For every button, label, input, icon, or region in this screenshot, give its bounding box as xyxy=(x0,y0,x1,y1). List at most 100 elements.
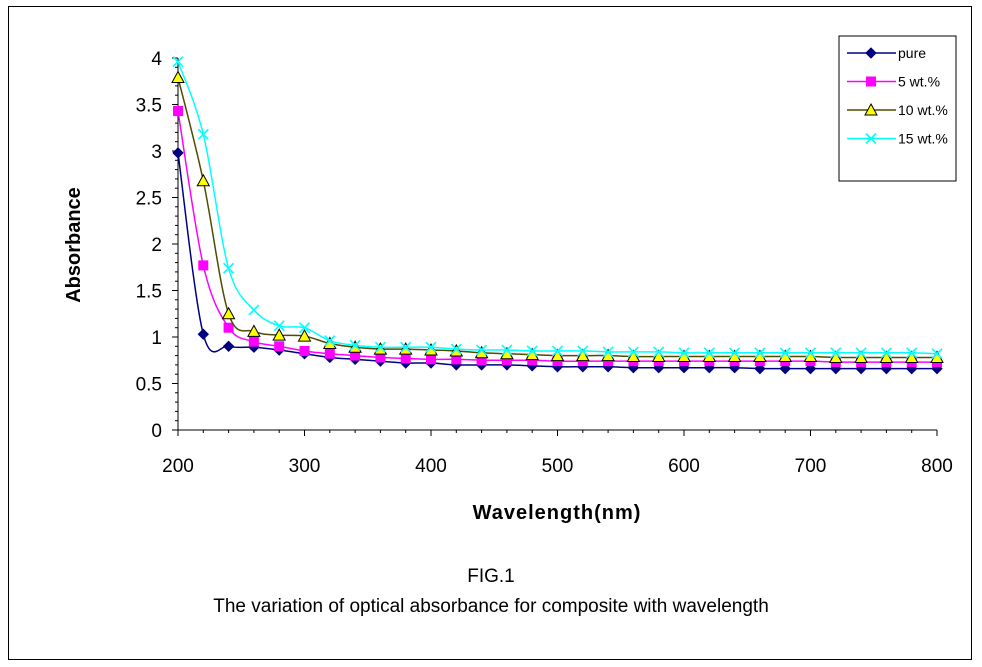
series-2-point xyxy=(651,349,666,363)
series-1-point xyxy=(299,345,310,356)
series-2-point xyxy=(221,306,236,320)
series-3-point xyxy=(172,56,184,68)
legend-label: 15 wt.% xyxy=(898,131,948,147)
series-2-point xyxy=(879,350,894,363)
legend-item: 10 wt.% xyxy=(847,102,948,118)
series-3-point-stroke-b xyxy=(324,335,336,347)
series-2-point xyxy=(626,349,641,363)
y-tick-label: 3.5 xyxy=(136,96,162,117)
legend-label: 5 wt.% xyxy=(898,74,940,90)
series-3-point-stroke-b xyxy=(248,304,260,316)
series-3-point-stroke-b xyxy=(450,343,462,355)
series-0-point xyxy=(222,340,235,353)
series-3-point xyxy=(729,347,741,359)
series-3-point-stroke-b xyxy=(906,347,918,359)
series-3-point-stroke-b xyxy=(400,341,412,353)
series-3-point xyxy=(627,346,639,358)
series-1-point xyxy=(223,322,234,333)
series-3-point xyxy=(754,347,766,359)
series-3-point-stroke-b xyxy=(551,345,564,357)
x-tick-label: 200 xyxy=(162,456,194,477)
legend-item: pure xyxy=(847,45,926,61)
y-axis-title: Absorbance xyxy=(63,187,85,303)
series-3-point xyxy=(703,347,715,359)
series-3-point xyxy=(906,347,918,359)
series-3-point xyxy=(602,346,614,358)
legend-marker xyxy=(866,76,876,87)
series-3-point xyxy=(425,341,437,353)
series-3-point xyxy=(248,304,260,316)
series-1-point xyxy=(198,260,209,271)
series-3-point-stroke-b xyxy=(653,346,665,358)
series-3-point xyxy=(830,347,842,359)
x-axis-title: Wavelength(nm) xyxy=(473,502,642,524)
legend-label: 10 wt.% xyxy=(898,102,948,118)
series-3-point-stroke-b xyxy=(526,345,538,357)
y-tick-label: 3 xyxy=(151,142,162,163)
y-tick-label: 4 xyxy=(151,49,162,70)
series-3-point xyxy=(298,322,311,334)
series-1-point xyxy=(248,336,259,347)
series-3-point xyxy=(374,341,386,353)
legend-marker xyxy=(865,47,877,59)
y-tick-label: 0.5 xyxy=(136,375,162,396)
legend-item: 15 wt.% xyxy=(847,131,948,147)
series-3-point-stroke-b xyxy=(425,341,437,353)
series-3-point-stroke-b xyxy=(223,262,235,274)
x-tick-label: 600 xyxy=(668,456,700,477)
series-1-point xyxy=(426,354,436,365)
series-3-point-stroke-b xyxy=(880,347,892,359)
series-1-point xyxy=(400,353,411,364)
series-3-point xyxy=(450,343,462,355)
series-3-point xyxy=(653,346,665,358)
series-3-point-stroke-b xyxy=(855,347,867,359)
series-2-point xyxy=(575,348,590,362)
series-3-point-stroke-b xyxy=(627,346,639,358)
legend-item: 5 wt.% xyxy=(847,74,940,90)
series-3-point-stroke-b xyxy=(273,320,285,332)
series-2-point xyxy=(854,350,868,363)
series-3-point xyxy=(349,339,361,351)
series-2-line xyxy=(177,77,937,359)
legend-label: pure xyxy=(898,45,926,61)
series-3-point-stroke-b xyxy=(779,347,791,359)
series-3-point xyxy=(804,347,817,359)
series-0-point xyxy=(172,147,184,159)
y-tick-label: 1.5 xyxy=(136,282,162,303)
series-0-line xyxy=(177,152,937,370)
series-3-point-stroke-b xyxy=(298,322,311,334)
series-3-point xyxy=(855,347,867,359)
series-3-point xyxy=(223,262,235,274)
series-3-point-stroke-b xyxy=(602,346,614,358)
series-3-point-stroke-b xyxy=(577,345,589,357)
x-tick-label: 800 xyxy=(921,456,953,477)
series-3-point-stroke-b xyxy=(754,347,766,359)
series-1-point xyxy=(324,348,335,359)
series-2-point xyxy=(297,329,312,342)
series-3-point xyxy=(526,345,538,357)
legend-box xyxy=(838,35,957,182)
series-3-point-stroke-b xyxy=(374,341,386,353)
x-tick-label: 500 xyxy=(542,456,574,477)
series-2-point xyxy=(272,328,287,341)
y-tick-label: 0 xyxy=(151,421,162,442)
series-2-point xyxy=(196,173,211,187)
series-3-point xyxy=(400,341,412,353)
series-2-point xyxy=(550,348,565,362)
series-2-point xyxy=(904,350,919,363)
series-3-point-stroke-b xyxy=(804,347,817,359)
series-2-point xyxy=(171,70,185,84)
figure-label: FIG.1 xyxy=(467,566,515,587)
figure-frame xyxy=(8,6,972,660)
series-3-point xyxy=(551,345,564,357)
x-tick-label: 300 xyxy=(289,456,321,477)
series-2-point xyxy=(828,350,843,363)
y-tick-label: 1 xyxy=(151,328,162,349)
series-3-point-stroke-b xyxy=(476,344,488,356)
series-0-point xyxy=(197,328,210,340)
x-tick-label: 400 xyxy=(415,456,447,477)
series-1-line xyxy=(177,110,937,363)
series-3-point xyxy=(880,347,892,359)
legend-marker xyxy=(865,132,877,145)
